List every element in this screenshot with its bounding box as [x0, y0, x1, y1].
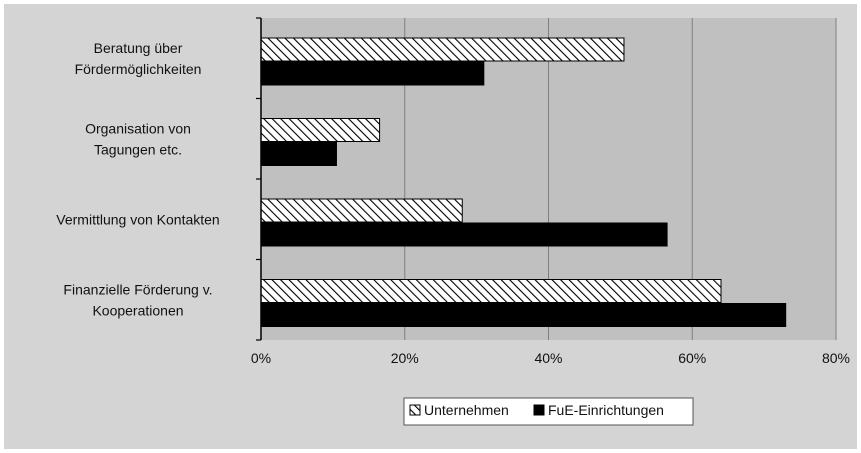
bar-fue-einrichtungen: [260, 222, 668, 247]
bar-fue-einrichtungen: [260, 303, 787, 327]
legend: Unternehmen FuE-Einrichtungen: [403, 397, 694, 426]
bar-fue-einrichtungen: [260, 61, 485, 86]
legend-label: FuE-Einrichtungen: [548, 402, 664, 418]
category-label: Organisation von Tagungen etc.: [85, 120, 191, 157]
bar-fue-einrichtungen: [260, 142, 337, 166]
bar-unternehmen: [260, 118, 381, 142]
bar-unternehmen: [260, 37, 625, 62]
legend-swatch: [409, 404, 421, 416]
legend-box: [403, 397, 694, 426]
legend-swatch: [533, 404, 545, 416]
category-label: Finanzielle Förderung v. Kooperationen: [63, 281, 212, 318]
bar-unternehmen: [260, 279, 722, 303]
x-tick-label: 40%: [534, 350, 562, 366]
category-label: Beratung über Fördermöglichkeiten: [75, 40, 202, 77]
x-tick-label: 0%: [251, 350, 271, 366]
x-tick-label: 80%: [822, 350, 850, 366]
x-tick-label: 60%: [678, 350, 706, 366]
legend-label: Unternehmen: [424, 402, 509, 418]
x-tick-label: 20%: [391, 350, 419, 366]
bar-unternehmen: [260, 198, 463, 223]
category-label: Vermittlung von Kontakten: [56, 211, 219, 227]
